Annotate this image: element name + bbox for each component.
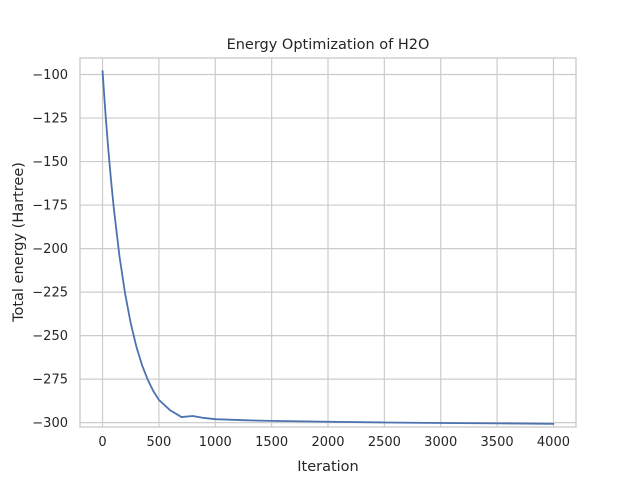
grid <box>80 58 576 427</box>
y-axis-label: Total energy (Hartree) <box>11 162 27 323</box>
y-tick-label: −200 <box>32 242 68 257</box>
series-line <box>101 70 555 425</box>
x-tick-label: 3000 <box>424 435 457 450</box>
x-tick-label: 3500 <box>481 435 514 450</box>
y-tick-label: −175 <box>32 199 68 214</box>
x-tick-label: 2500 <box>368 435 401 450</box>
y-tick-label: −250 <box>32 329 68 344</box>
y-tick-label: −100 <box>32 68 68 83</box>
y-tick-label: −225 <box>32 286 68 301</box>
y-tick-label: −300 <box>32 416 68 431</box>
y-tick-label: −125 <box>32 112 68 127</box>
series-layer <box>101 70 555 425</box>
x-tick-label: 500 <box>146 435 171 450</box>
x-tick-label: 1500 <box>255 435 288 450</box>
y-tick-label: −275 <box>32 373 68 388</box>
y-tick-label: −150 <box>32 155 68 170</box>
x-tick-labels: 0 500 1000 1500 2000 2500 3000 3500 4000 <box>98 435 570 450</box>
plot-frame <box>79 57 577 428</box>
x-axis-label: Iteration <box>297 459 359 475</box>
x-tick-label: 1000 <box>199 435 232 450</box>
x-tick-label: 2000 <box>311 435 344 450</box>
x-tick-label: 4000 <box>537 435 570 450</box>
y-tick-labels: −100 −125 −150 −175 −200 −225 −250 −275 −300 <box>32 68 68 431</box>
chart-title: Energy Optimization of H2O <box>227 37 430 53</box>
x-tick-label: 0 <box>98 435 106 450</box>
